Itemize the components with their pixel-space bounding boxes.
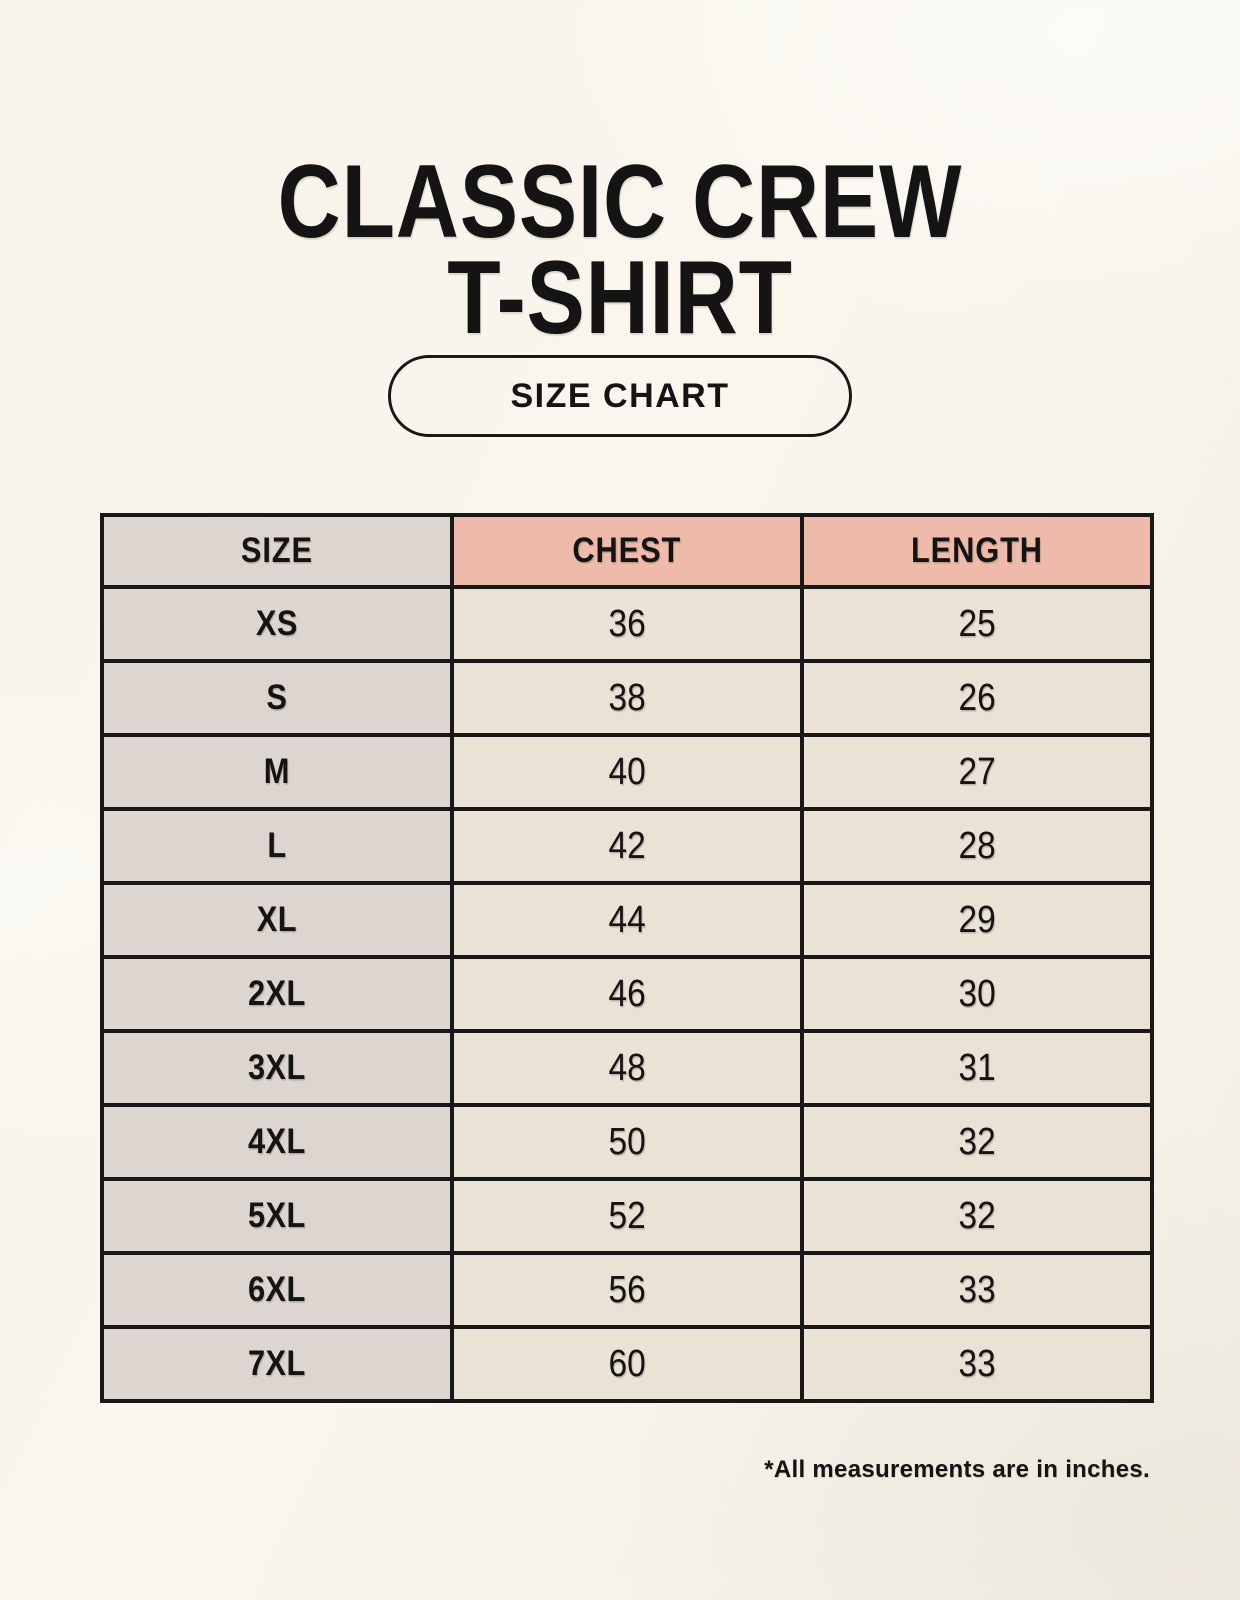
length-cell: 31 <box>800 1029 1154 1107</box>
measurements-footnote: *All measurements are in inches. <box>764 1456 1150 1483</box>
size-cell: XL <box>100 881 454 959</box>
chest-cell: 42 <box>450 807 804 885</box>
size-cell: 7XL <box>100 1325 454 1403</box>
table-row: 3XL 48 31 <box>100 1029 1154 1107</box>
table-row: 5XL 52 32 <box>100 1177 1154 1255</box>
header-size: SIZE <box>100 513 454 589</box>
size-cell: S <box>100 659 454 737</box>
chest-cell: 50 <box>450 1103 804 1181</box>
size-cell: 4XL <box>100 1103 454 1181</box>
title-line-2: T-SHIRT <box>447 239 793 356</box>
table-row: XS 36 25 <box>100 585 1154 663</box>
chest-cell: 38 <box>450 659 804 737</box>
length-cell: 33 <box>800 1325 1154 1403</box>
chest-cell: 52 <box>450 1177 804 1255</box>
title-line-1: CLASSIC CREW <box>277 143 963 260</box>
table-row: 2XL 46 30 <box>100 955 1154 1033</box>
length-cell: 30 <box>800 955 1154 1033</box>
length-cell: 33 <box>800 1251 1154 1329</box>
size-cell: XS <box>100 585 454 663</box>
chest-cell: 44 <box>450 881 804 959</box>
size-cell: 2XL <box>100 955 454 1033</box>
chest-cell: 36 <box>450 585 804 663</box>
size-cell: 3XL <box>100 1029 454 1107</box>
length-cell: 27 <box>800 733 1154 811</box>
table-row: L 42 28 <box>100 807 1154 885</box>
length-cell: 29 <box>800 881 1154 959</box>
table-row: 4XL 50 32 <box>100 1103 1154 1181</box>
page-title: CLASSIC CREW T-SHIRT <box>99 150 1141 350</box>
header-row: SIZE CHEST LENGTH <box>100 513 1154 589</box>
chest-cell: 56 <box>450 1251 804 1329</box>
table-row: S 38 26 <box>100 659 1154 737</box>
size-chart-button[interactable]: SIZE CHART <box>388 355 852 437</box>
table-row: M 40 27 <box>100 733 1154 811</box>
size-cell: 5XL <box>100 1177 454 1255</box>
length-cell: 32 <box>800 1103 1154 1181</box>
table-row: 6XL 56 33 <box>100 1251 1154 1329</box>
length-cell: 32 <box>800 1177 1154 1255</box>
chest-cell: 46 <box>450 955 804 1033</box>
chest-cell: 48 <box>450 1029 804 1107</box>
chest-cell: 60 <box>450 1325 804 1403</box>
table-row: XL 44 29 <box>100 881 1154 959</box>
length-cell: 25 <box>800 585 1154 663</box>
size-chart-table: SIZE CHEST LENGTH XS 36 25 S 38 26 M 40 … <box>100 513 1154 1403</box>
size-cell: 6XL <box>100 1251 454 1329</box>
header-length: LENGTH <box>800 513 1154 589</box>
header-chest: CHEST <box>450 513 804 589</box>
size-cell: L <box>100 807 454 885</box>
size-cell: M <box>100 733 454 811</box>
length-cell: 28 <box>800 807 1154 885</box>
chest-cell: 40 <box>450 733 804 811</box>
length-cell: 26 <box>800 659 1154 737</box>
size-chart-button-label: SIZE CHART <box>510 376 730 415</box>
table-row: 7XL 60 33 <box>100 1325 1154 1403</box>
